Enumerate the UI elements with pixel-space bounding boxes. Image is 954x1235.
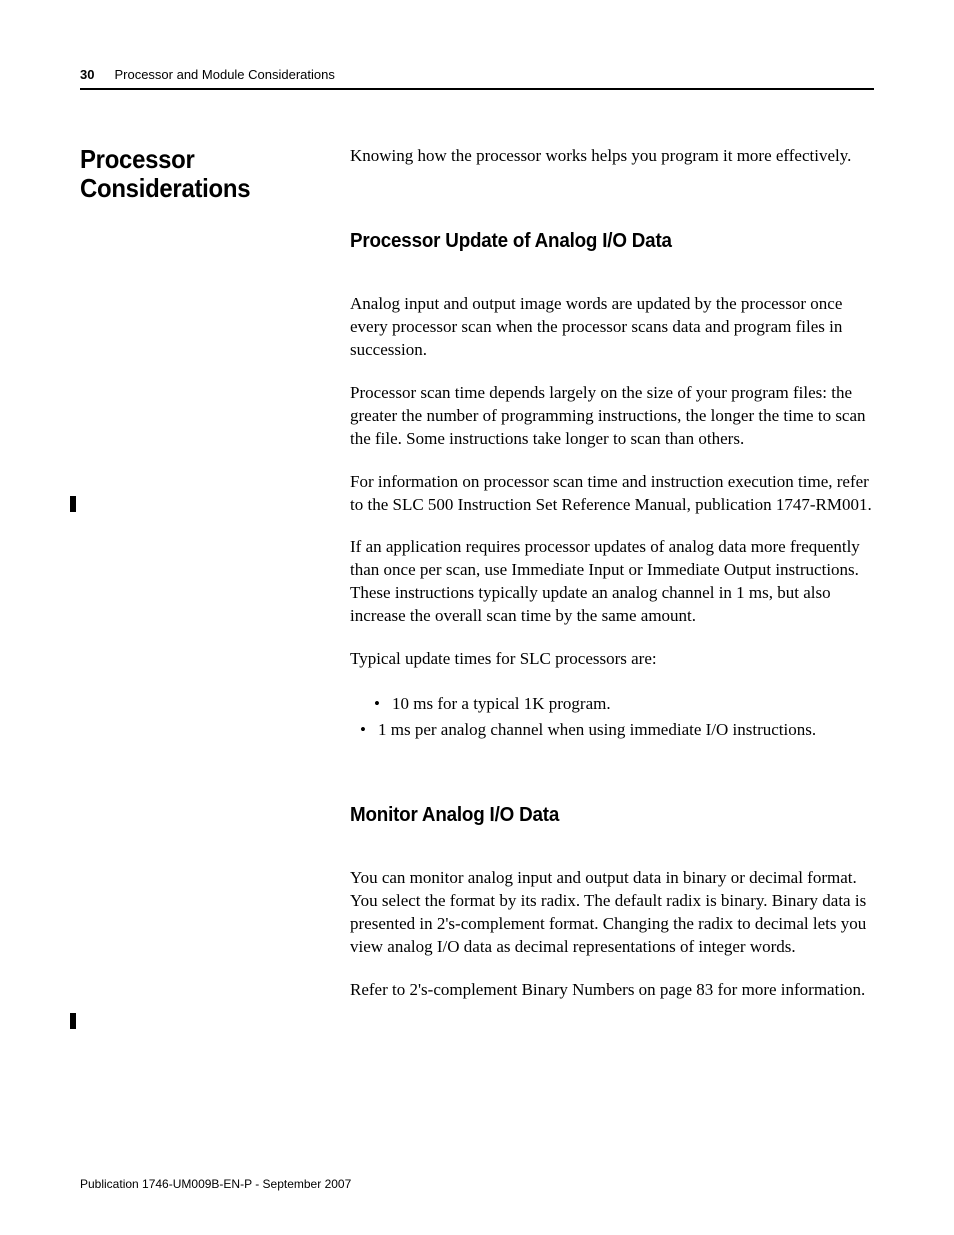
intro-paragraph: Knowing how the processor works helps yo… [350, 145, 874, 168]
content-columns: Processor Considerations Knowing how the… [80, 145, 874, 1022]
bullet-list: 10 ms for a typical 1K program. 1 ms per… [350, 691, 874, 742]
body-paragraph: Refer to 2's-complement Binary Numbers o… [350, 979, 874, 1002]
body-paragraph: You can monitor analog input and output … [350, 867, 874, 959]
page-number: 30 [80, 67, 94, 82]
list-item: 1 ms per analog channel when using immed… [378, 717, 874, 743]
page-header: 30 Processor and Module Considerations [80, 67, 874, 90]
body-paragraph: Typical update times for SLC processors … [350, 648, 874, 671]
body-paragraph: For information on processor scan time a… [350, 471, 874, 517]
change-bar-icon [70, 496, 76, 512]
header-title: Processor and Module Considerations [114, 67, 334, 82]
list-item: 10 ms for a typical 1K program. [378, 691, 874, 717]
change-bar-icon [70, 1013, 76, 1029]
body-paragraph: Analog input and output image words are … [350, 293, 874, 362]
subsection-heading: Monitor Analog I/O Data [350, 804, 843, 827]
right-column: Knowing how the processor works helps yo… [350, 145, 874, 1022]
body-paragraph: If an application requires processor upd… [350, 536, 874, 628]
left-column: Processor Considerations [80, 145, 350, 1022]
section-heading: Processor Considerations [80, 145, 328, 202]
subsection-heading: Processor Update of Analog I/O Data [350, 230, 843, 253]
document-page: 30 Processor and Module Considerations P… [0, 0, 954, 1235]
body-paragraph: Processor scan time depends largely on t… [350, 382, 874, 451]
footer-publication: Publication 1746-UM009B-EN-P - September… [80, 1177, 351, 1191]
